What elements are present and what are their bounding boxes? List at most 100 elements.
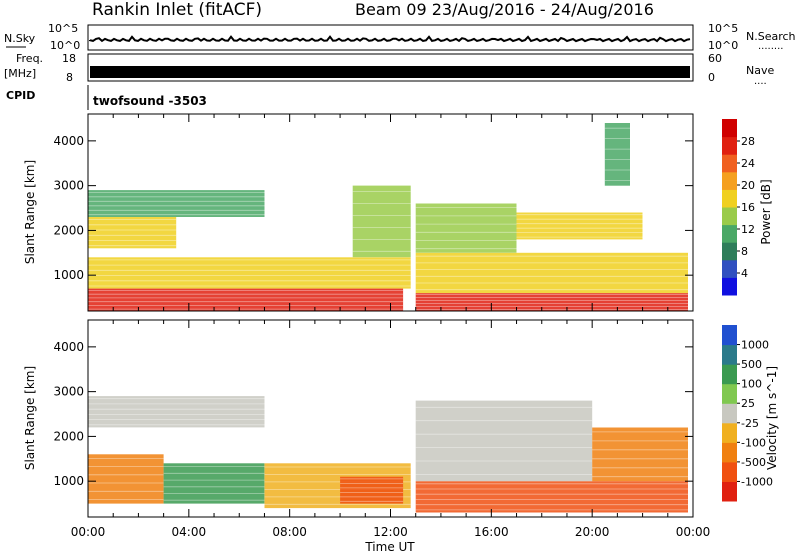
power-region (415, 203, 517, 253)
velocity-yticks: 1000 2000 3000 4000 (53, 340, 693, 488)
power-regions (88, 123, 688, 311)
power-colorbar-segment (722, 154, 737, 173)
power-ylabel: Slant Range [km] (23, 160, 37, 264)
power-colorbar-segment (722, 136, 737, 155)
power-region (415, 252, 688, 294)
nsearch-tick-bottom: 10^0 (708, 39, 738, 52)
freq-label: Freq. (16, 52, 43, 65)
velocity-colorbar-label: Velocity [m s^-1] (765, 366, 779, 470)
nave-dots: .... (754, 76, 767, 87)
power-colorbar-segment (722, 259, 737, 278)
nsky-tick-bottom: 10^0 (50, 39, 80, 52)
power-colorbar-tick-label: 28 (741, 135, 755, 148)
velocity-colorbar-segment (722, 422, 737, 443)
freq-unit: [MHz] (4, 67, 36, 80)
power-colorbar-segment (722, 207, 737, 226)
velocity-colorbar-segment (722, 344, 737, 365)
power-colorbar-tick-label: 8 (741, 245, 748, 258)
power-yticks: 1000 2000 3000 4000 (53, 134, 693, 282)
nsky-strip: N.Sky 10^5 10^0 10^5 10^0 N.Search .....… (4, 22, 796, 52)
velocity-ytick-label: 3000 (53, 385, 84, 399)
velocity-colorbar-segment (722, 481, 737, 502)
velocity-colorbar-tick-label: -500 (741, 456, 766, 469)
power-region (352, 185, 411, 258)
velocity-colorbar-tick-label: -1000 (741, 475, 773, 488)
power-colorbar-segment (722, 277, 737, 296)
cpid-strip: CPID twofsound -3503 (6, 85, 207, 110)
velocity-colorbar-segment (722, 364, 737, 385)
velocity-colorbar-segment (722, 461, 737, 482)
power-xticks (87, 114, 694, 311)
power-colorbar-tick-label: 16 (741, 201, 755, 214)
nsearch-tick-top: 10^5 (708, 22, 738, 35)
nave-label: Nave (746, 64, 774, 77)
velocity-ylabel: Slant Range [km] (23, 366, 37, 470)
velocity-region (88, 396, 265, 428)
velocity-ytick-label: 2000 (53, 429, 84, 443)
velocity-colorbar-tick-label: 1000 (741, 339, 769, 352)
velocity-region (592, 427, 688, 482)
power-colorbar-tick-label: 12 (741, 223, 755, 236)
velocity-region (415, 400, 593, 482)
velocity-colorbar-segment (722, 383, 737, 404)
power-region (604, 123, 630, 186)
nave-tick-top: 60 (708, 52, 722, 65)
time-axis-labels: 00:00 04:00 08:00 12:00 16:00 20:00 00:00 (71, 525, 711, 539)
freq-tick-top: 18 (62, 52, 76, 65)
beam-date-range: Beam 09 23/Aug/2016 - 24/Aug/2016 (355, 0, 654, 19)
time-tick-label: 20:00 (575, 525, 610, 539)
time-tick-label: 12:00 (373, 525, 408, 539)
velocity-region (163, 463, 265, 504)
power-colorbar-segment (722, 189, 737, 208)
power-region (415, 293, 688, 311)
nsky-trace (89, 35, 691, 43)
power-colorbar-label: Power [dB] (759, 179, 773, 244)
power-colorbar-segment (722, 119, 737, 138)
freq-frame (87, 53, 694, 82)
nsky-label: N.Sky (4, 32, 36, 45)
velocity-region (415, 481, 688, 513)
time-tick-label: 08:00 (272, 525, 307, 539)
velocity-panel: 1000 2000 3000 4000 Slant Range [km] 1000 50… (23, 319, 779, 518)
nsearch-dots: ........ (758, 41, 783, 52)
velocity-colorbar-segment (722, 442, 737, 463)
velocity-colorbar-label-text: Velocity [m s^-1] (765, 366, 779, 470)
nsearch-label: N.Search (746, 30, 796, 43)
power-ytick-label: 2000 (53, 223, 84, 237)
power-colorbar-tick-label: 20 (741, 179, 755, 192)
power-colorbar-tick-label: 24 (741, 157, 755, 170)
freq-strip: Freq. [MHz] 18 8 60 0 Nave .... (4, 52, 774, 87)
power-colorbar-segment (722, 242, 737, 261)
power-panel: 1000 2000 3000 4000 Slant Range [km] 4 8 12 16… (23, 113, 773, 312)
velocity-colorbar-tick-label: -25 (741, 417, 759, 430)
velocity-colorbar-tick-label: 25 (741, 397, 755, 410)
xaxis-label: Time UT (364, 540, 415, 554)
nave-tick-bottom: 0 (708, 71, 715, 84)
time-tick-label: 00:00 (676, 525, 711, 539)
chart-title: Rankin Inlet (fitACF) (92, 0, 262, 20)
velocity-ytick-label: 1000 (53, 474, 84, 488)
velocity-colorbar-segment (722, 325, 737, 346)
nsky-tick-top: 10^5 (48, 22, 78, 35)
power-ytick-label: 3000 (53, 179, 84, 193)
power-region (88, 288, 404, 311)
time-tick-label: 00:00 (71, 525, 106, 539)
power-region (88, 217, 177, 249)
freq-tick-bottom: 8 (66, 71, 73, 84)
nsky-frame (87, 24, 694, 51)
freq-nave-trace (90, 66, 690, 78)
power-colorbar: 4 8 12 16 20 24 28 (722, 119, 755, 296)
velocity-ytick-label: 4000 (53, 340, 84, 354)
cpid-value: twofsound -3503 (93, 94, 207, 108)
velocity-colorbar-tick-label: 500 (741, 358, 762, 371)
cpid-label: CPID (6, 89, 35, 102)
velocity-xticks (87, 320, 694, 517)
power-region (88, 190, 265, 217)
power-ytick-label: 4000 (53, 134, 84, 148)
time-tick-label: 04:00 (172, 525, 207, 539)
velocity-colorbar-tick-label: 100 (741, 378, 762, 391)
velocity-colorbar-segment (722, 403, 737, 424)
velocity-colorbar-tick-label: -100 (741, 436, 766, 449)
power-ytick-label: 1000 (53, 268, 84, 282)
